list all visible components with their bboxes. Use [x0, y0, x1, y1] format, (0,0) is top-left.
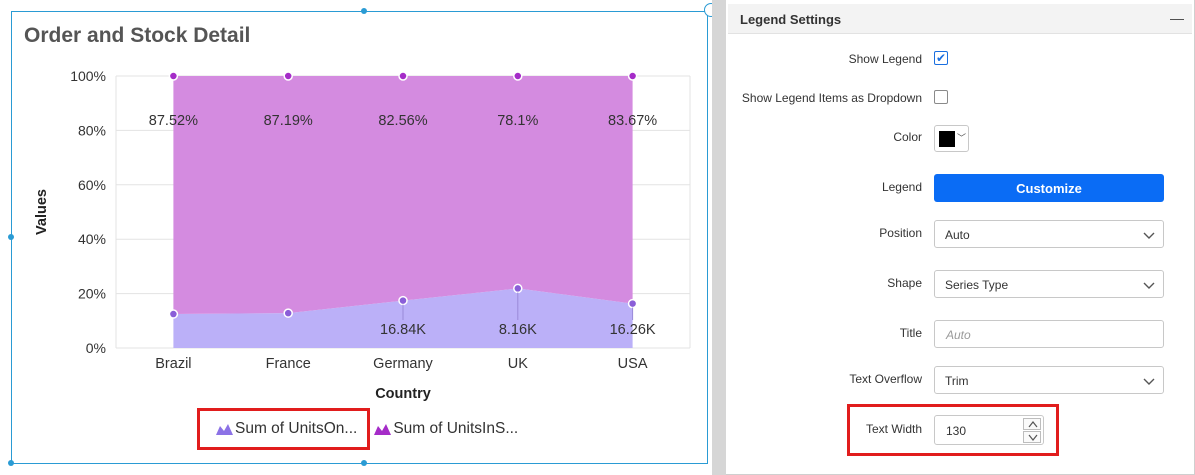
decrement-button[interactable] — [1023, 431, 1041, 443]
chart-points — [168, 71, 638, 319]
legend-item-units-on-order[interactable]: Sum of UnitsOn... — [197, 408, 371, 450]
chart: 0% 20% 40% 60% 80% 100% 16.84K 8.16K 16.26K 87.52… — [34, 68, 691, 402]
title-input[interactable]: Auto — [934, 320, 1164, 348]
x-tick-label: USA — [618, 356, 648, 372]
minus-icon[interactable]: — — [1170, 10, 1184, 26]
x-axis-title: Country — [375, 386, 431, 402]
y-tick-label: 40% — [78, 231, 106, 247]
title-placeholder: Auto — [946, 328, 971, 342]
y-tick-label: 20% — [78, 286, 106, 302]
color-swatch — [939, 131, 955, 147]
data-point — [513, 283, 523, 294]
chart-title: Order and Stock Detail — [24, 24, 251, 47]
chevron-down-icon — [1143, 232, 1155, 239]
text-overflow-label: Text Overflow — [849, 372, 922, 386]
data-point — [627, 298, 638, 309]
shape-value: Series Type — [945, 278, 1009, 292]
title-label: Title — [899, 326, 922, 340]
y-tick-label: 0% — [86, 340, 106, 356]
data-point — [283, 71, 293, 81]
data-point — [398, 71, 408, 81]
data-point — [168, 71, 179, 81]
increment-button[interactable] — [1023, 418, 1041, 430]
chart-widget[interactable]: Order and Stock Detail 0% 20% 40% 60% 80% 100… — [0, 0, 718, 475]
data-label: 87.19% — [264, 113, 313, 129]
panel-splitter[interactable] — [712, 0, 726, 475]
area-series-icon — [374, 424, 392, 435]
show-legend-checkbox[interactable]: ✔ — [934, 51, 948, 65]
chart-labels: 0% 20% 40% 60% 80% 100% 16.84K 8.16K 16.26K 87.52… — [34, 68, 657, 402]
resize-handle-top[interactable] — [361, 8, 367, 14]
x-tick-label: Germany — [373, 356, 433, 372]
legend-item-units-in-stock[interactable]: Sum of UnitsInS... — [374, 420, 518, 438]
data-label: 8.16K — [499, 322, 537, 338]
data-point — [168, 309, 179, 319]
color-picker[interactable]: ﹀ — [934, 125, 969, 152]
resize-handle-bottom-left[interactable] — [8, 460, 14, 466]
panel-header[interactable]: Legend Settings — — [728, 4, 1192, 34]
x-tick-label: Brazil — [155, 356, 191, 372]
color-label: Color — [893, 130, 922, 144]
resize-handle-left[interactable] — [8, 234, 14, 240]
position-value: Auto — [945, 228, 970, 242]
data-label: 82.56% — [378, 113, 427, 129]
legend-item-label: Sum of UnitsOn... — [235, 420, 358, 437]
text-overflow-select[interactable]: Trim — [934, 366, 1164, 394]
legend-label: Legend — [881, 180, 922, 194]
x-tick-label: France — [266, 356, 311, 372]
data-point — [627, 71, 638, 81]
chevron-down-icon: ﹀ — [957, 133, 967, 143]
chevron-down-icon — [1143, 282, 1155, 289]
area-series-icon — [216, 424, 233, 435]
text-width-label: Text Width — [865, 422, 922, 436]
data-point — [513, 71, 523, 81]
legend-item-label: Sum of UnitsInS... — [393, 420, 519, 437]
resize-handle-bottom[interactable] — [361, 460, 367, 466]
position-select[interactable]: Auto — [934, 220, 1164, 248]
data-label: 87.52% — [149, 113, 198, 129]
show-legend-label: Show Legend — [848, 52, 922, 66]
chevron-down-icon — [1028, 434, 1038, 441]
data-label: 16.84K — [380, 322, 426, 338]
checkmark-icon: ✔ — [936, 51, 947, 65]
data-label: 78.1% — [497, 113, 538, 129]
legend-settings-panel: Legend Settings — Show Legend ✔ Show Leg… — [726, 0, 1195, 475]
customize-button[interactable]: Customize — [934, 174, 1164, 202]
show-dropdown-label: Show Legend Items as Dropdown — [741, 91, 922, 105]
data-point — [398, 295, 408, 306]
text-width-highlight — [847, 404, 1059, 456]
x-tick-label: UK — [508, 356, 528, 372]
area-series-2 — [173, 76, 633, 315]
shape-label: Shape — [887, 276, 922, 290]
data-point — [283, 308, 293, 318]
chevron-up-icon — [1028, 421, 1038, 428]
position-label: Position — [879, 226, 922, 240]
y-axis-title: Values — [34, 189, 50, 235]
text-width-value: 130 — [946, 424, 967, 438]
chevron-down-icon — [1143, 378, 1155, 385]
data-label: 16.26K — [610, 322, 656, 338]
chart-legend: Sum of UnitsOn... Sum of UnitsInS... — [197, 408, 518, 450]
show-dropdown-checkbox[interactable] — [934, 90, 948, 104]
shape-select[interactable]: Series Type — [934, 270, 1164, 298]
y-tick-label: 60% — [78, 177, 106, 193]
panel-title: Legend Settings — [740, 12, 842, 27]
data-label: 83.67% — [608, 113, 657, 129]
text-width-stepper[interactable]: 130 — [934, 415, 1044, 445]
y-tick-label: 80% — [78, 122, 106, 138]
y-tick-label: 100% — [70, 68, 106, 84]
text-overflow-value: Trim — [945, 374, 969, 388]
